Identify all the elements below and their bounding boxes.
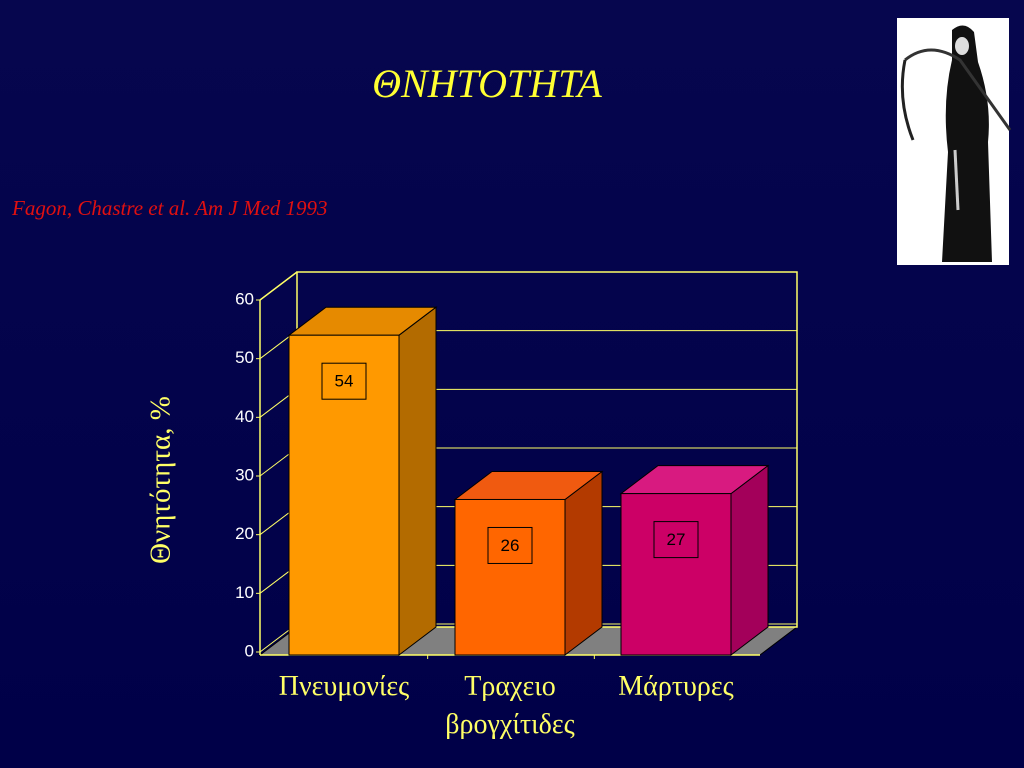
value-label: 54 — [335, 372, 354, 391]
bar — [620, 493, 732, 656]
bar-side — [398, 306, 437, 657]
x-tick-label: Πνευμονίες — [278, 671, 410, 702]
value-label-box — [487, 526, 533, 564]
y-tick-label: 60 — [235, 289, 254, 308]
reaper-picture — [897, 18, 1012, 265]
bar-side — [564, 470, 603, 657]
category-label-box: Τραχειο βρογχίτιδες — [445, 671, 575, 740]
value-label: 26 — [501, 536, 520, 555]
value-label: 27 — [667, 530, 686, 549]
bar-side — [730, 464, 769, 657]
x-tick-label: Μάρτυρες — [618, 671, 734, 702]
y-tick-label: 40 — [235, 407, 254, 426]
value-label-box — [321, 362, 367, 400]
grid-line — [259, 271, 298, 301]
y-tick-label: 0 — [245, 641, 254, 660]
citation: Fagon, Chastre et al. Am J Med 1993 — [11, 196, 328, 220]
chart-title: ΘΝΗΤΟΤΗΤΑ — [372, 61, 602, 106]
y-tick-label: 10 — [235, 583, 254, 602]
y-tick-label: 20 — [235, 524, 254, 543]
x-tick-label: Τραχειο βρογχίτιδες — [445, 671, 575, 740]
y-axis-label: Θνητότητα, % — [145, 396, 177, 564]
y-tick-label: 30 — [235, 465, 254, 484]
bar — [454, 498, 566, 656]
category-label-box: Μάρτυρες — [618, 671, 734, 702]
value-label-box — [653, 521, 699, 559]
y-tick-label: 50 — [235, 348, 254, 367]
category-label-box: Πνευμονίες — [278, 671, 410, 702]
